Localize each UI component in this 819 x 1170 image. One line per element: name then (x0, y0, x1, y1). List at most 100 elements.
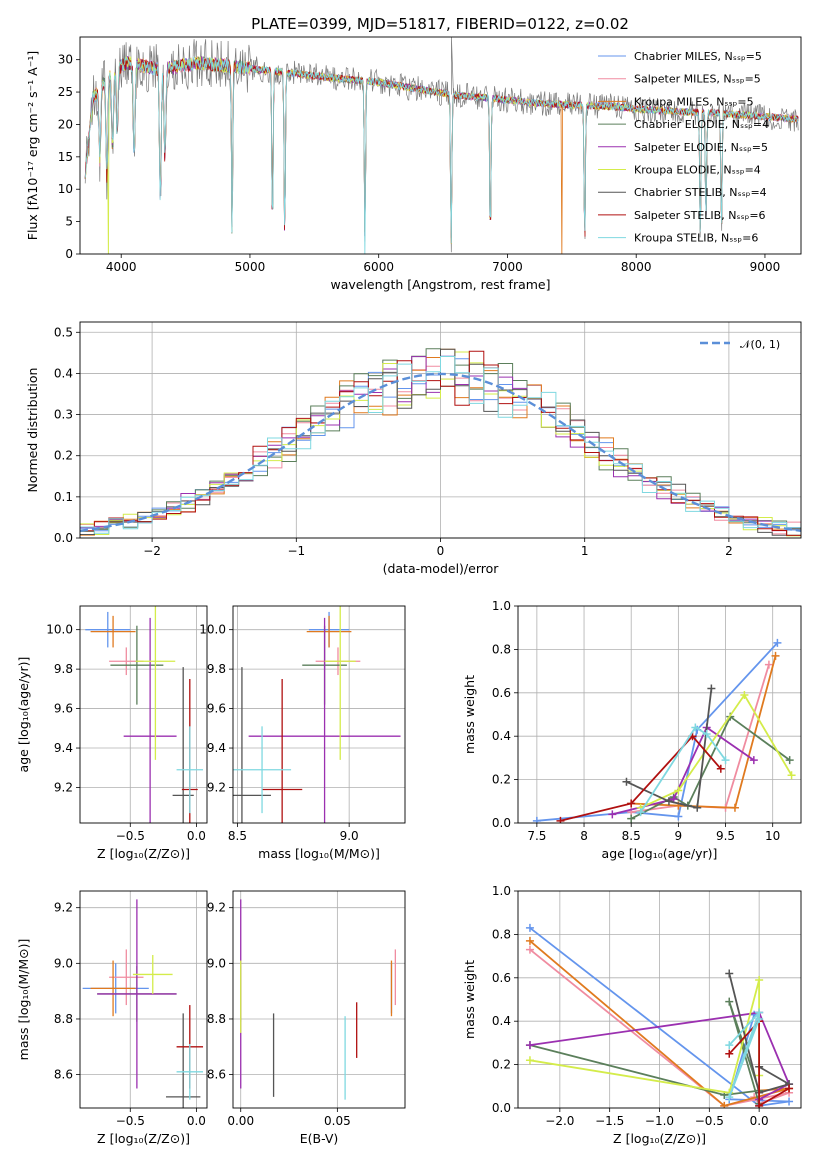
x-tick-label: −2 (143, 544, 161, 558)
x-axis-label: (data-model)/error (383, 561, 500, 576)
y-axis-label: Normed distribution (25, 368, 40, 493)
mass-vs-Z-axes: −0.5 0.0 8.6 8.8 9.0 9.2 Z [log₁₀(Z/Z⊙)] mass [… (16, 891, 207, 1146)
weight-marker-5 (755, 975, 764, 984)
x-tick-label: 0.0 (187, 829, 206, 843)
y-tick-label: 8.6 (54, 1068, 73, 1082)
y-tick-label: 9.2 (207, 901, 226, 915)
errorbar-1 (109, 949, 144, 1006)
x-tick-label: 10 (765, 829, 780, 843)
weight-marker-8 (702, 730, 711, 739)
errorbar-5 (132, 954, 173, 994)
weight-line-8 (728, 1011, 760, 1098)
y-tick-label: 0.6 (492, 686, 511, 700)
weight-marker-8 (636, 808, 645, 817)
y-tick-label: 9.8 (54, 662, 73, 676)
weight-marker-5 (674, 786, 683, 795)
legend-label-1: Salpeter MILES, Nₛₛₚ=5 (634, 73, 761, 86)
y-axis-label: mass [log₁₀(M/M⊙)] (16, 939, 31, 1061)
x-tick-label: 5000 (235, 260, 266, 274)
weight-marker-1 (525, 945, 534, 954)
y-tick-label: 1.0 (492, 599, 511, 613)
y-tick-label: 0.0 (492, 816, 511, 830)
weight-marker-8 (725, 1093, 734, 1102)
weight-marker-7 (627, 799, 636, 808)
x-tick-label: 7.5 (527, 829, 546, 843)
errorbar-5 (135, 606, 176, 760)
y-tick-label: 9.8 (207, 662, 226, 676)
y-tick-label: 9.2 (54, 901, 73, 915)
y-tick-label: 0.6 (492, 971, 511, 985)
age-vs-Z-frame (79, 605, 208, 824)
x-axis-label: Z [log₁₀(Z/Z⊙)] (97, 846, 190, 861)
weight-marker-2 (771, 651, 780, 660)
mass-vs-ebv-plot-area (240, 899, 396, 1100)
errorbar-7 (262, 678, 303, 823)
weight-line-0 (536, 642, 779, 822)
y-tick-label: 0.2 (492, 1058, 511, 1072)
y-axis-label: Flux [fλ10⁻¹⁷ erg cm⁻² s⁻¹ A⁻¹] (25, 51, 40, 240)
weight-marker-2 (730, 803, 739, 812)
y-tick-label: 9.6 (54, 702, 73, 716)
age-vs-mass-axes: 8.5 9.0 9.2 9.4 9.6 9.8 10.0 mass [log₁₀(M/M⊙)] (199, 606, 405, 861)
weight-marker-5 (787, 771, 796, 780)
weight-marker-4 (525, 1041, 534, 1050)
weight-marker-8 (721, 756, 730, 765)
weight-marker-6 (725, 969, 734, 978)
errorbar-8 (233, 726, 292, 814)
y-axis-label: age [log₁₀(age/yr)] (16, 657, 31, 773)
y-tick-label: 0.4 (492, 1014, 511, 1028)
weight-marker-3 (785, 756, 794, 765)
x-tick-label: 9.5 (716, 829, 735, 843)
errorbar-2 (90, 615, 136, 648)
histogram-7 (80, 350, 801, 536)
x-tick-label: −2.0 (545, 1114, 574, 1128)
weight-line-6 (626, 688, 713, 809)
y-tick-label: 5 (65, 215, 73, 229)
weight-marker-7 (716, 764, 725, 773)
legend-label-0: Chabrier MILES, Nₛₛₚ=5 (634, 50, 762, 63)
weight-marker-6 (707, 684, 716, 693)
y-tick-label: 10.0 (46, 623, 73, 637)
x-tick-label: −0.5 (116, 829, 145, 843)
legend-label-6: Chabrier STELIB, Nₛₛₚ=4 (634, 186, 767, 199)
residuals-plot-area (80, 348, 801, 537)
y-tick-label: 0.0 (54, 531, 73, 545)
massweight-vs-age-plot-area (532, 638, 796, 823)
y-tick-label: 10 (58, 182, 73, 196)
x-axis-label: age [log₁₀(age/yr)] (602, 846, 718, 861)
weight-marker-0 (785, 1097, 794, 1106)
weight-marker-8 (755, 1015, 764, 1024)
y-axis-label: mass weight (462, 675, 477, 754)
weight-marker-7 (755, 1101, 764, 1108)
weight-marker-8 (691, 723, 700, 732)
y-tick-label: 0.8 (492, 642, 511, 656)
residuals-frame (79, 321, 802, 539)
x-tick-label: −0.5 (695, 1114, 724, 1128)
y-tick-label: 9.2 (54, 780, 73, 794)
x-axis-label: mass [log₁₀(M/M⊙)] (258, 846, 380, 861)
errorbar-2 (306, 615, 352, 648)
x-tick-label: 9 (675, 829, 683, 843)
errorbar-6 (172, 667, 194, 823)
y-axis-label: mass weight (462, 960, 477, 1039)
mass-vs-Z-plot-area (82, 899, 204, 1108)
x-axis-label: E(B-V) (300, 1131, 339, 1146)
y-tick-label: 8.8 (207, 1012, 226, 1026)
weight-marker-6 (664, 797, 673, 806)
weight-marker-6 (622, 777, 631, 786)
x-tick-label: −0.5 (116, 1114, 145, 1128)
weight-line-7 (728, 1018, 790, 1108)
errorbar-6 (233, 667, 271, 823)
massweight-vs-Z-frame (517, 890, 802, 1109)
weight-marker-4 (608, 810, 617, 819)
errorbar-8 (176, 1044, 204, 1100)
weight-line-4 (529, 1011, 791, 1101)
errorbar-3 (110, 625, 164, 705)
errorbar-2 (90, 960, 136, 1017)
y-tick-label: 0.4 (492, 729, 511, 743)
legend-label-5: Kroupa ELODIE, Nₛₛₚ=4 (634, 164, 761, 177)
errorbar-5 (324, 606, 356, 760)
weight-marker-0 (532, 816, 541, 823)
histogram-6 (80, 348, 801, 536)
x-axis-label: wavelength [Angstrom, rest frame] (330, 277, 550, 292)
